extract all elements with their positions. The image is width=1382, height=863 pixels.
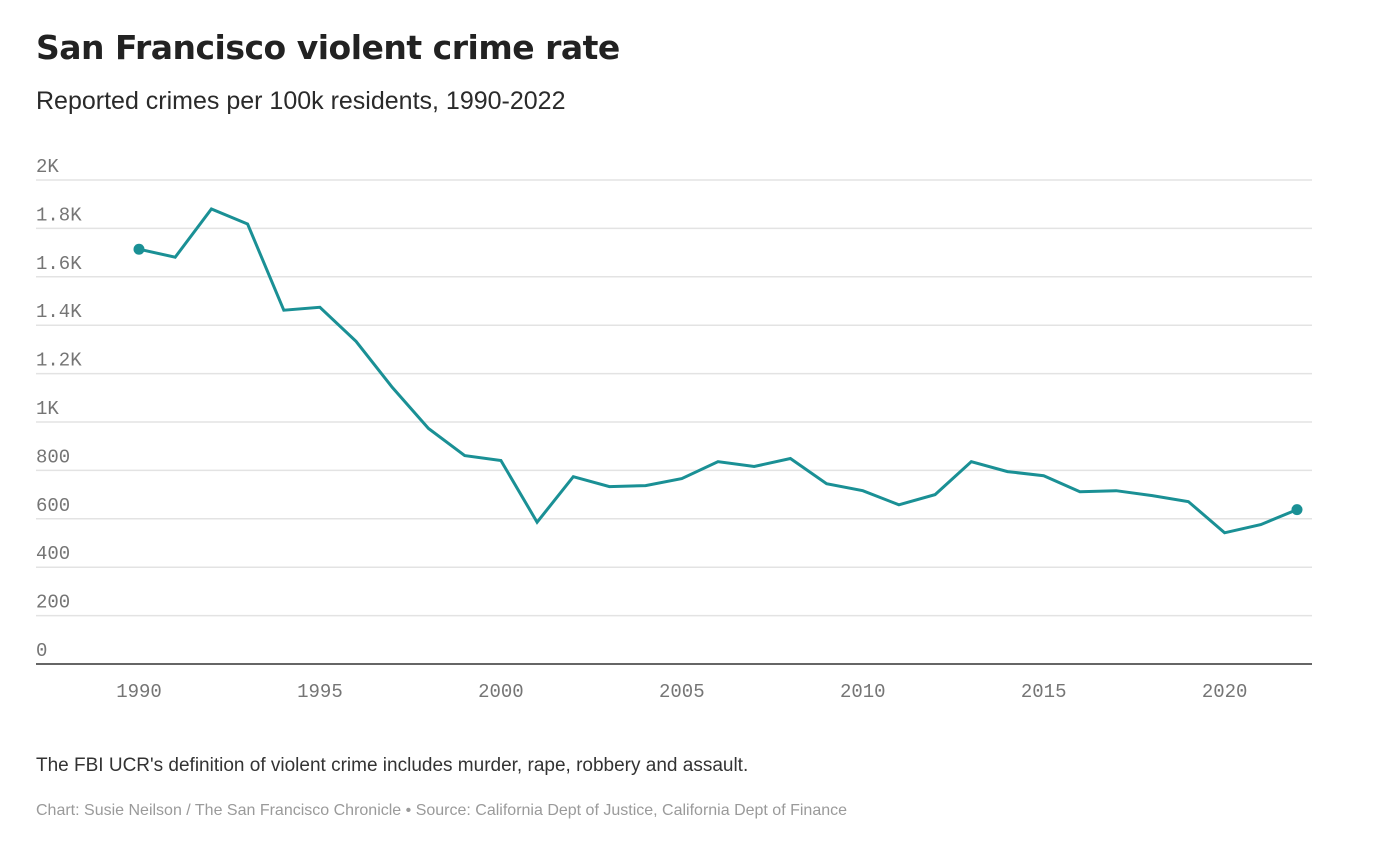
y-axis-ticks: 0 200 400 600 800 1K 1.2K 1.4K 1.6K 1.8K 2K xyxy=(36,156,82,662)
chart-credit: Chart: Susie Neilson / The San Francisco… xyxy=(36,802,848,819)
x-tick-label: 2005 xyxy=(659,681,705,703)
y-tick-label: 400 xyxy=(36,543,70,565)
x-tick-label: 2010 xyxy=(840,681,886,703)
y-tick-label: 1K xyxy=(36,398,59,420)
series-line xyxy=(138,207,1298,535)
y-tick-label: 1.8K xyxy=(36,204,82,226)
end-point-marker xyxy=(1291,504,1303,516)
x-tick-label: 2020 xyxy=(1202,681,1248,703)
gridlines xyxy=(36,179,1312,617)
y-tick-label: 1.2K xyxy=(36,350,82,372)
x-tick-label: 1995 xyxy=(297,681,343,703)
chart-note: The FBI UCR's definition of violent crim… xyxy=(36,755,749,776)
series xyxy=(133,207,1303,535)
y-tick-label: 0 xyxy=(36,640,47,662)
y-tick-label: 1.6K xyxy=(36,253,82,275)
y-tick-label: 600 xyxy=(36,495,70,517)
start-point-marker xyxy=(133,243,145,255)
y-tick-label: 200 xyxy=(36,592,70,614)
y-tick-label: 2K xyxy=(36,156,59,178)
chart-subtitle: Reported crimes per 100k residents, 1990… xyxy=(36,87,566,115)
x-tick-label: 1990 xyxy=(116,681,162,703)
y-tick-label: 1.4K xyxy=(36,301,82,323)
x-tick-label: 2000 xyxy=(478,681,524,703)
x-tick-label: 2015 xyxy=(1021,681,1067,703)
y-tick-label: 800 xyxy=(36,446,70,468)
x-axis-ticks: 1990 1995 2000 2005 2010 2015 2020 xyxy=(116,681,1247,703)
chart-title: San Francisco violent crime rate xyxy=(36,28,620,67)
